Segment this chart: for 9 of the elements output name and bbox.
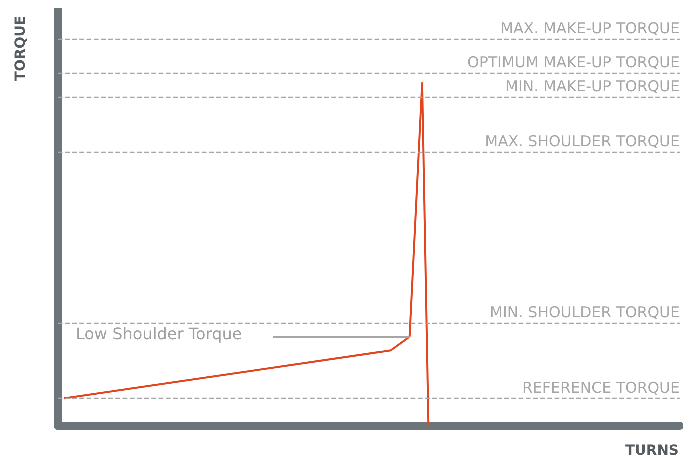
ref-line-label: REFERENCE TORQUE xyxy=(522,379,680,398)
ref-line-label: MAX. MAKE-UP TORQUE xyxy=(500,19,680,38)
ref-line-label: OPTIMUM MAKE-UP TORQUE xyxy=(468,54,680,72)
ref-line-label: MAX. SHOULDER TORQUE xyxy=(485,132,680,150)
annotation: Low Shoulder Torque xyxy=(76,324,242,344)
ref-line-label: MIN. SHOULDER TORQUE xyxy=(490,304,680,322)
x-axis-title: TURNS xyxy=(626,443,679,459)
y-axis-title: TORQUE xyxy=(13,16,29,82)
ref-line-label: MIN. MAKE-UP TORQUE xyxy=(506,78,680,96)
